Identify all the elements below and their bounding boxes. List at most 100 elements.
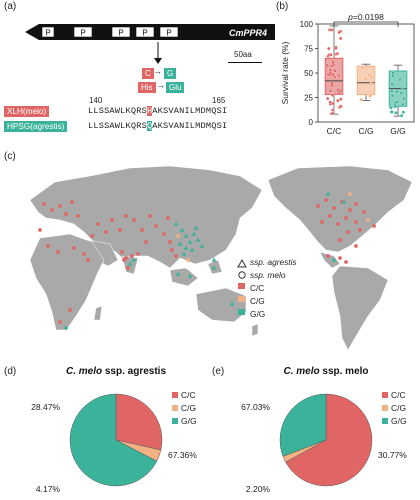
data-point: [402, 97, 406, 101]
data-point: [338, 36, 343, 41]
seq2-post: AKSVANILMDMQSI: [152, 121, 228, 131]
melo-point: [372, 224, 376, 228]
data-point: [363, 77, 368, 81]
legend-swatch-cg: [238, 296, 245, 302]
seq1-pre: LLSSAWLKQRS: [88, 106, 147, 116]
snp-arrow: →: [153, 66, 162, 76]
y-tick-label: 75: [304, 45, 313, 54]
pie-slice-G/G: [279, 393, 327, 457]
agrestis-point: [181, 251, 187, 256]
melo-point: [118, 228, 122, 232]
motif-box-2: [73, 26, 93, 38]
seq1-row: LLSSAWLKQRSHAKSVANILMDMQSI: [88, 106, 227, 116]
data-point: [393, 104, 397, 109]
data-point: [331, 101, 335, 106]
melo-point: [86, 258, 90, 262]
snp-from-tag: C: [142, 68, 154, 79]
seq1-post: AKSVANILMDMQSI: [152, 106, 228, 116]
melo-point: [90, 234, 94, 238]
melo-point: [348, 208, 352, 212]
pie-legend-label: G/G: [181, 416, 197, 426]
melo-point: [154, 224, 158, 228]
pie-legend-swatch: [172, 405, 178, 411]
melo-point: [324, 198, 328, 202]
melo-point: [46, 244, 50, 248]
melo-point: [354, 244, 358, 248]
pie-legend-swatch: [382, 405, 388, 411]
motif-label-5: P: [166, 29, 171, 38]
legend-cc: C/C: [250, 283, 265, 293]
pie-agrestis: C. melo ssp. agrestis 28.47% 4.17% 67.36% C/…: [31, 366, 197, 494]
pie-value-label: 67.36%: [168, 450, 197, 460]
mutation-site-arrow: [154, 42, 162, 64]
data-point: [329, 64, 334, 68]
aa-to-tag: Glu: [166, 82, 185, 93]
data-point: [325, 63, 330, 67]
data-point: [359, 97, 363, 102]
melo-point: [104, 230, 108, 234]
melo-point: [132, 218, 136, 222]
agrestis-point: [173, 221, 179, 226]
melo-point: [168, 240, 172, 244]
accession-points: [38, 191, 376, 330]
data-point: [334, 46, 338, 50]
scale-bar-label: 50aa: [234, 50, 252, 59]
data-point: [330, 111, 334, 116]
data-point: [329, 53, 333, 57]
y-tick-label: 0: [309, 118, 314, 127]
data-point: [339, 97, 343, 101]
data-point: [399, 91, 404, 95]
pie-legend-label: C/C: [181, 390, 196, 400]
scale-bar: [228, 62, 262, 63]
melo-point: [166, 216, 170, 220]
melo-point: [148, 214, 152, 218]
melo-point: [38, 228, 42, 232]
melo-point: [144, 240, 148, 244]
motif-box-1: [41, 26, 55, 38]
pie-slice-C/C: [285, 393, 373, 487]
agrestis-point: [131, 257, 137, 262]
map-legend-symbols: [237, 258, 247, 315]
pie-legend-swatch: [172, 418, 178, 424]
data-point: [400, 86, 405, 91]
melo-point: [362, 210, 366, 214]
agrestis-point: [189, 247, 195, 252]
snp-to-tag: G: [164, 68, 177, 79]
agrestis-point: [127, 261, 133, 266]
position-end: 165: [212, 96, 226, 105]
australia-shape: [195, 287, 247, 323]
data-point: [389, 89, 394, 93]
melo-point: [64, 212, 68, 216]
gene-structure-diagram: P P P P P CmPPR4: [25, 24, 275, 40]
agrestis-point: [211, 257, 217, 262]
survival-boxplot: 0 25 50 75 100 Survival rate (%) C/C C/G G/G p=0.…: [280, 12, 415, 136]
data-point: [337, 30, 341, 35]
pie-legend-label: C/C: [391, 390, 406, 400]
position-start: 140: [89, 96, 103, 105]
data-point: [368, 94, 372, 98]
melo-point: [58, 204, 62, 208]
pie-legend-label: G/G: [391, 416, 407, 426]
data-point: [338, 88, 343, 93]
melo-point: [122, 258, 126, 262]
y-tick-label: 25: [304, 94, 313, 103]
melo-point: [348, 192, 352, 196]
pie-slice-C/C: [115, 393, 163, 451]
agrestis-point: [325, 191, 331, 196]
pie-title: C. melo ssp. agrestis: [66, 366, 166, 377]
motif-label-3: P: [118, 29, 123, 38]
seq2-name: HPSG(agrestis): [4, 121, 68, 132]
japan-shape: [207, 259, 223, 275]
y-axis-label: Survival rate (%): [280, 41, 290, 104]
agrestis-point: [199, 243, 205, 248]
data-point: [330, 83, 334, 88]
x-tick-label: C/C: [327, 126, 342, 136]
data-point: [390, 93, 395, 98]
melo-point: [354, 202, 358, 206]
data-point: [335, 51, 340, 56]
data-point: [367, 73, 371, 77]
panel-c-label: (c): [4, 151, 16, 162]
pie-value-label: 2.20%: [246, 484, 271, 494]
south-america-shape: [331, 265, 389, 351]
data-point: [331, 60, 335, 65]
